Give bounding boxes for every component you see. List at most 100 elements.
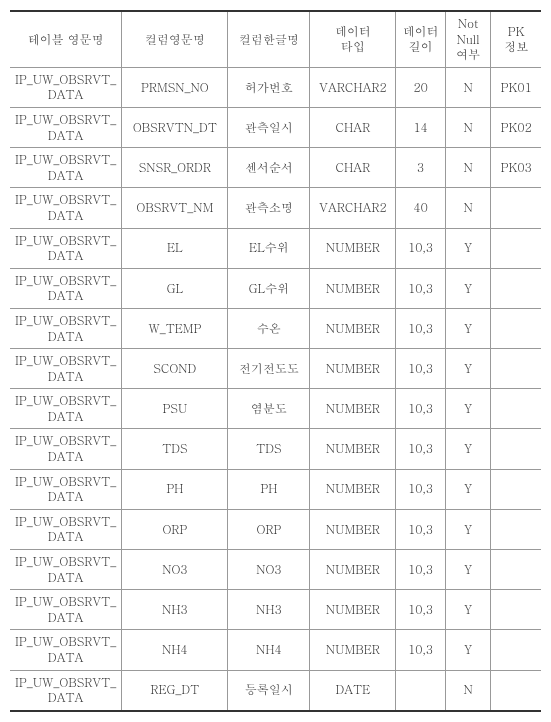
cell (491, 429, 541, 469)
cell: OBSRVT_NM (122, 188, 228, 228)
table-row: IP_UW_OBSRVT_DATATDSTDSNUMBER10,3Y (10, 429, 541, 469)
cell: IP_UW_OBSRVT_DATA (10, 670, 122, 711)
cell: PK02 (491, 107, 541, 147)
cell: NUMBER (310, 469, 396, 509)
cell: VARCHAR2 (310, 67, 396, 107)
cell: 10,3 (396, 268, 446, 308)
table-row: IP_UW_OBSRVT_DATAELEL수위NUMBER10,3Y (10, 228, 541, 268)
cell: TDS (228, 429, 310, 469)
table-body: IP_UW_OBSRVT_DATAPRMSN_NO허가번호VARCHAR220N… (10, 67, 541, 711)
table-row: IP_UW_OBSRVT_DATANO3NO3NUMBER10,3Y (10, 550, 541, 590)
cell: NUMBER (310, 590, 396, 630)
col-header-table-en: 테이블 영문명 (10, 11, 122, 67)
col-header-column-en: 컬럼영문명 (122, 11, 228, 67)
cell: PSU (122, 389, 228, 429)
cell: DATE (310, 670, 396, 711)
cell: ORP (228, 509, 310, 549)
cell: W_TEMP (122, 308, 228, 348)
cell: Y (445, 429, 491, 469)
table-row: IP_UW_OBSRVT_DATANH3NH3NUMBER10,3Y (10, 590, 541, 630)
table-row: IP_UW_OBSRVT_DATAORPORPNUMBER10,3Y (10, 509, 541, 549)
cell: 10,3 (396, 550, 446, 590)
cell: IP_UW_OBSRVT_DATA (10, 349, 122, 389)
cell: NUMBER (310, 349, 396, 389)
cell: NUMBER (310, 509, 396, 549)
cell: Y (445, 630, 491, 670)
cell: Y (445, 590, 491, 630)
cell: Y (445, 389, 491, 429)
cell: IP_UW_OBSRVT_DATA (10, 509, 122, 549)
cell: IP_UW_OBSRVT_DATA (10, 550, 122, 590)
col-header-notnull: NotNull여부 (445, 11, 491, 67)
cell: Y (445, 268, 491, 308)
col-header-pk: PK정보 (491, 11, 541, 67)
table-row: IP_UW_OBSRVT_DATASNSR_ORDR센서순서CHAR3NPK03 (10, 148, 541, 188)
cell: Y (445, 228, 491, 268)
cell: IP_UW_OBSRVT_DATA (10, 389, 122, 429)
cell: NUMBER (310, 550, 396, 590)
cell: 10,3 (396, 630, 446, 670)
cell: OBSRVTN_DT (122, 107, 228, 147)
cell: PRMSN_NO (122, 67, 228, 107)
cell: IP_UW_OBSRVT_DATA (10, 429, 122, 469)
cell: N (445, 67, 491, 107)
cell: NO3 (228, 550, 310, 590)
cell: Y (445, 349, 491, 389)
cell: PK01 (491, 67, 541, 107)
cell (491, 349, 541, 389)
cell: IP_UW_OBSRVT_DATA (10, 630, 122, 670)
cell: Y (445, 509, 491, 549)
cell (491, 670, 541, 711)
cell: 허가번호 (228, 67, 310, 107)
cell: NH4 (228, 630, 310, 670)
header-row: 테이블 영문명 컬럼영문명 컬럼한글명 데이터타입 데이터길이 NotNull여… (10, 11, 541, 67)
cell (491, 389, 541, 429)
cell (491, 550, 541, 590)
table-row: IP_UW_OBSRVT_DATAPHPHNUMBER10,3Y (10, 469, 541, 509)
cell: NH4 (122, 630, 228, 670)
cell: 수온 (228, 308, 310, 348)
cell: EL수위 (228, 228, 310, 268)
cell: SNSR_ORDR (122, 148, 228, 188)
cell: NUMBER (310, 429, 396, 469)
cell: NUMBER (310, 630, 396, 670)
cell (491, 630, 541, 670)
cell: REG_DT (122, 670, 228, 711)
cell: IP_UW_OBSRVT_DATA (10, 107, 122, 147)
cell: IP_UW_OBSRVT_DATA (10, 308, 122, 348)
cell: N (445, 188, 491, 228)
cell: PH (228, 469, 310, 509)
table-row: IP_UW_OBSRVT_DATAW_TEMP수온NUMBER10,3Y (10, 308, 541, 348)
cell: 관측소명 (228, 188, 310, 228)
table-row: IP_UW_OBSRVT_DATAPSU염분도NUMBER10,3Y (10, 389, 541, 429)
cell: IP_UW_OBSRVT_DATA (10, 590, 122, 630)
cell (491, 228, 541, 268)
cell: ORP (122, 509, 228, 549)
cell: TDS (122, 429, 228, 469)
cell: NUMBER (310, 389, 396, 429)
cell: SCOND (122, 349, 228, 389)
cell: IP_UW_OBSRVT_DATA (10, 268, 122, 308)
table-row: IP_UW_OBSRVT_DATAOBSRVT_NM관측소명VARCHAR240… (10, 188, 541, 228)
cell: NH3 (122, 590, 228, 630)
cell: 등록일시 (228, 670, 310, 711)
cell: 전기전도도 (228, 349, 310, 389)
table-row: IP_UW_OBSRVT_DATAPRMSN_NO허가번호VARCHAR220N… (10, 67, 541, 107)
cell: 염분도 (228, 389, 310, 429)
cell: 10,3 (396, 590, 446, 630)
cell (491, 308, 541, 348)
table-row: IP_UW_OBSRVT_DATAOBSRVTN_DT관측일시CHAR14NPK… (10, 107, 541, 147)
table-row: IP_UW_OBSRVT_DATASCOND전기전도도NUMBER10,3Y (10, 349, 541, 389)
cell: 10,3 (396, 228, 446, 268)
cell: N (445, 107, 491, 147)
cell: NH3 (228, 590, 310, 630)
table-row: IP_UW_OBSRVT_DATANH4NH4NUMBER10,3Y (10, 630, 541, 670)
cell: NUMBER (310, 228, 396, 268)
cell: Y (445, 550, 491, 590)
cell: N (445, 670, 491, 711)
cell: NUMBER (310, 308, 396, 348)
col-header-datatype: 데이터타입 (310, 11, 396, 67)
cell (491, 469, 541, 509)
cell: CHAR (310, 107, 396, 147)
cell: VARCHAR2 (310, 188, 396, 228)
